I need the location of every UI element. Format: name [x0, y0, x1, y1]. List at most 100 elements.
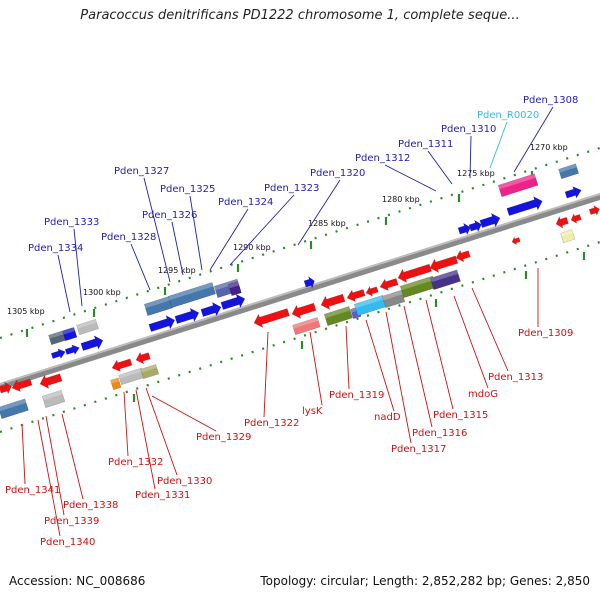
gene-arrow[interactable] — [38, 371, 63, 391]
cog-bar[interactable] — [0, 398, 29, 420]
gene-arrow[interactable] — [564, 184, 583, 200]
gene-arrow[interactable] — [554, 215, 569, 230]
cog-bar[interactable] — [41, 389, 66, 409]
gene-arrow[interactable] — [50, 347, 66, 361]
gene-label[interactable]: Pden_1317 — [391, 444, 446, 455]
cog-bar[interactable] — [62, 327, 78, 342]
gene-label[interactable]: Pden_1327 — [114, 166, 169, 177]
gene-arrow[interactable] — [10, 376, 33, 393]
cog-bar[interactable] — [76, 318, 99, 336]
gene-arrow[interactable] — [319, 291, 346, 312]
gene-label[interactable]: Pden_1330 — [157, 476, 212, 487]
gene-label[interactable]: Pden_1339 — [44, 516, 99, 527]
cog-bar[interactable] — [292, 317, 321, 336]
gene-arrow[interactable] — [345, 287, 366, 304]
gene-arrow[interactable] — [479, 211, 502, 230]
label-connector — [37, 419, 61, 537]
gene-arrow[interactable] — [378, 276, 399, 293]
cog-bar[interactable] — [558, 163, 579, 180]
gene-arrow[interactable] — [588, 204, 600, 217]
gene-label[interactable]: Pden_1329 — [196, 432, 251, 443]
gene-arrow[interactable] — [511, 236, 521, 246]
gene-label[interactable]: Pden_1322 — [244, 418, 299, 429]
cog-bar[interactable] — [497, 173, 539, 198]
gene-label[interactable]: Pden_1328 — [101, 232, 156, 243]
gene-arrow[interactable] — [569, 212, 582, 225]
gene-arrow[interactable] — [220, 292, 247, 313]
gene-label[interactable]: Pden_1313 — [488, 372, 543, 383]
accession-text: Accession: NC_008686 — [9, 574, 146, 588]
label-connector — [513, 106, 554, 173]
gene-label[interactable]: Pden_1340 — [40, 537, 95, 548]
gene-arrow[interactable] — [110, 356, 133, 373]
gene-arrow[interactable] — [454, 248, 471, 264]
gene-label[interactable]: Pden_1333 — [44, 217, 99, 228]
label-connector — [73, 228, 83, 307]
cog-bar[interactable] — [381, 289, 406, 309]
gene-label[interactable]: Pden_1320 — [310, 168, 365, 179]
label-connector — [365, 319, 395, 412]
gene-arrow[interactable] — [252, 305, 291, 329]
scale-label: 1305 kbp — [7, 307, 45, 316]
gene-label[interactable]: Pden_1316 — [412, 428, 467, 439]
genome-map[interactable]: 1305 kbp 1300 kbp 1295 kbp 1290 kbp 1285 kbp… — [0, 0, 600, 570]
gene-label[interactable]: Pden_1312 — [355, 153, 410, 164]
gene-label[interactable]: nadD — [374, 412, 401, 423]
cog-bar[interactable] — [167, 282, 216, 309]
gene-label[interactable]: Pden_1324 — [218, 197, 273, 208]
gene-label[interactable]: Pden_1310 — [441, 124, 496, 135]
topology-summary: Topology: circular; Length: 2,852,282 bp… — [260, 574, 590, 588]
cog-bar[interactable] — [560, 229, 576, 244]
gene-arrow[interactable] — [64, 343, 80, 357]
gene-arrow[interactable] — [0, 381, 13, 396]
label-connector — [123, 391, 129, 457]
cog-bar[interactable] — [143, 296, 173, 317]
gene-label[interactable]: Pden_1309 — [518, 328, 573, 339]
gene-arrow[interactable] — [396, 261, 433, 285]
cog-bar[interactable] — [110, 377, 122, 391]
gene-label[interactable]: Pden_1308 — [523, 95, 578, 106]
gene-label[interactable]: Pden_1323 — [264, 183, 319, 194]
gene-features[interactable] — [0, 163, 600, 420]
cog-bar[interactable] — [353, 294, 387, 317]
label-connector — [130, 243, 151, 291]
gene-arrow[interactable] — [428, 253, 459, 275]
cog-bar[interactable] — [323, 306, 353, 327]
gene-arrow[interactable] — [80, 334, 105, 354]
cog-bar[interactable] — [227, 280, 242, 297]
gene-label[interactable]: Pden_R0020 — [477, 110, 539, 121]
cog-bar[interactable] — [118, 367, 145, 386]
gene-label[interactable]: Pden_1326 — [142, 210, 197, 221]
gene-arrow[interactable] — [200, 300, 223, 319]
chromosome-backbone — [0, 193, 600, 390]
gene-label[interactable]: lysK — [302, 406, 323, 417]
gene-label[interactable]: Pden_1311 — [398, 139, 453, 150]
gene-arrow[interactable] — [174, 306, 201, 327]
gene-label[interactable]: Pden_1332 — [108, 457, 163, 468]
gene-label[interactable]: mdoG — [468, 389, 498, 400]
label-connector — [61, 413, 84, 500]
gene-label[interactable]: Pden_1338 — [63, 500, 118, 511]
gene-arrow[interactable] — [364, 285, 379, 298]
label-connector — [385, 311, 412, 444]
gene-arrow[interactable] — [290, 300, 317, 321]
gene-label[interactable]: Pden_1325 — [160, 184, 215, 195]
gene-label[interactable]: Pden_1334 — [28, 243, 83, 254]
gene-arrow[interactable] — [148, 313, 177, 334]
gene-label[interactable]: Pden_1319 — [329, 390, 384, 401]
gene-label[interactable]: Pden_1331 — [135, 490, 190, 501]
gene-arrow[interactable] — [134, 350, 151, 366]
cog-bar[interactable] — [140, 364, 160, 380]
scale-label: 1275 kbp — [457, 169, 495, 178]
label-connector — [403, 305, 433, 428]
scale-label: 1270 kbp — [530, 143, 568, 152]
cog-bar[interactable] — [429, 269, 461, 291]
gene-arrow[interactable] — [457, 222, 472, 237]
gene-label[interactable]: Pden_1341 — [5, 485, 60, 496]
gene-arrow[interactable] — [468, 219, 483, 234]
gene-arrow[interactable] — [506, 194, 545, 218]
gene-arrow[interactable] — [303, 275, 316, 289]
gene-label[interactable]: Pden_1315 — [433, 410, 488, 421]
label-connector — [189, 195, 203, 271]
